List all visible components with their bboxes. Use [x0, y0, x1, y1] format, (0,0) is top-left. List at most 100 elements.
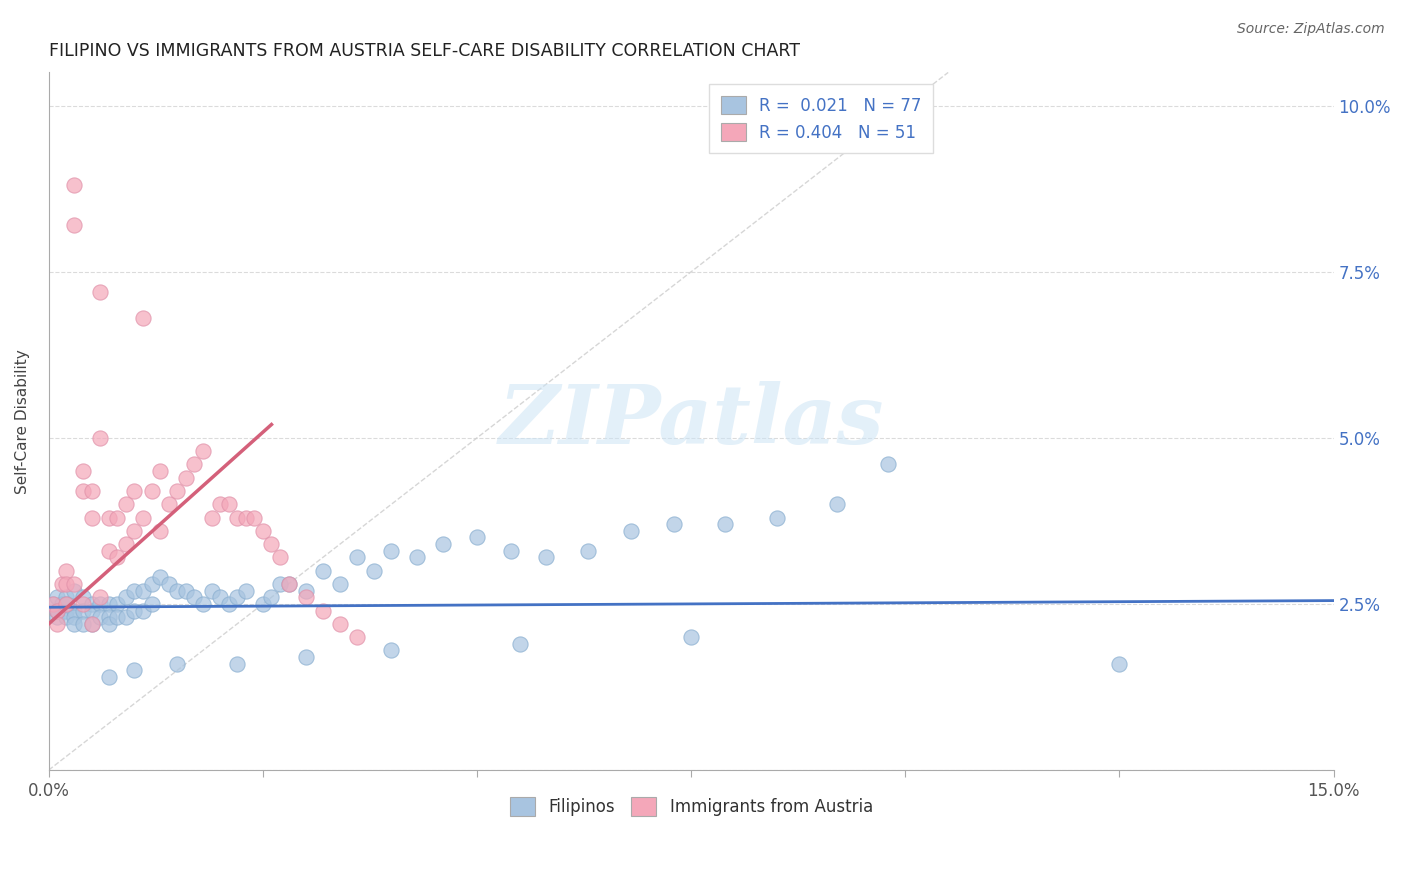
- Point: [226, 657, 249, 671]
- Point: [46, 603, 69, 617]
- Point: [346, 550, 368, 565]
- Point: [55, 591, 77, 605]
- Point: [174, 471, 197, 485]
- Point: [260, 591, 283, 605]
- Point: [46, 591, 69, 605]
- Text: Source: ZipAtlas.com: Source: ZipAtlas.com: [1237, 22, 1385, 37]
- Y-axis label: Self-Care Disability: Self-Care Disability: [15, 349, 30, 493]
- Point: [406, 550, 429, 565]
- Point: [157, 497, 180, 511]
- Point: [1108, 657, 1130, 671]
- Point: [55, 597, 77, 611]
- Point: [51, 577, 73, 591]
- Point: [766, 510, 789, 524]
- Point: [105, 610, 128, 624]
- Point: [312, 603, 335, 617]
- Point: [166, 657, 188, 671]
- Point: [346, 630, 368, 644]
- Point: [149, 524, 172, 538]
- Point: [80, 597, 103, 611]
- Point: [72, 483, 94, 498]
- Point: [89, 591, 111, 605]
- Point: [124, 483, 146, 498]
- Point: [149, 464, 172, 478]
- Point: [124, 583, 146, 598]
- Point: [576, 543, 599, 558]
- Point: [218, 497, 240, 511]
- Point: [218, 597, 240, 611]
- Point: [226, 510, 249, 524]
- Point: [714, 517, 737, 532]
- Point: [432, 537, 454, 551]
- Point: [63, 583, 86, 598]
- Point: [89, 610, 111, 624]
- Point: [42, 597, 65, 611]
- Point: [63, 178, 86, 193]
- Point: [42, 597, 65, 611]
- Point: [97, 670, 120, 684]
- Point: [243, 510, 266, 524]
- Point: [534, 550, 557, 565]
- Point: [97, 597, 120, 611]
- Point: [97, 543, 120, 558]
- Point: [89, 597, 111, 611]
- Point: [825, 497, 848, 511]
- Point: [97, 510, 120, 524]
- Point: [89, 431, 111, 445]
- Point: [55, 597, 77, 611]
- Point: [149, 570, 172, 584]
- Point: [363, 564, 385, 578]
- Point: [269, 577, 291, 591]
- Point: [124, 524, 146, 538]
- Point: [51, 597, 73, 611]
- Text: ZIPatlas: ZIPatlas: [499, 381, 884, 461]
- Point: [277, 577, 299, 591]
- Point: [89, 285, 111, 299]
- Point: [294, 591, 316, 605]
- Point: [294, 583, 316, 598]
- Point: [105, 550, 128, 565]
- Point: [329, 577, 352, 591]
- Point: [115, 497, 138, 511]
- Point: [269, 550, 291, 565]
- Point: [200, 510, 222, 524]
- Point: [166, 583, 188, 598]
- Point: [380, 643, 402, 657]
- Point: [509, 637, 531, 651]
- Point: [115, 591, 138, 605]
- Point: [191, 444, 214, 458]
- Point: [80, 603, 103, 617]
- Point: [80, 616, 103, 631]
- Point: [72, 464, 94, 478]
- Point: [141, 483, 163, 498]
- Point: [209, 591, 232, 605]
- Point: [132, 311, 155, 326]
- Point: [63, 577, 86, 591]
- Point: [97, 616, 120, 631]
- Point: [55, 577, 77, 591]
- Point: [97, 610, 120, 624]
- Point: [105, 597, 128, 611]
- Point: [46, 603, 69, 617]
- Point: [55, 603, 77, 617]
- Point: [662, 517, 685, 532]
- Point: [72, 603, 94, 617]
- Point: [115, 537, 138, 551]
- Point: [166, 483, 188, 498]
- Point: [132, 510, 155, 524]
- Point: [141, 577, 163, 591]
- Point: [877, 458, 900, 472]
- Point: [465, 531, 488, 545]
- Point: [277, 577, 299, 591]
- Point: [260, 537, 283, 551]
- Point: [63, 610, 86, 624]
- Point: [63, 603, 86, 617]
- Point: [80, 510, 103, 524]
- Point: [63, 616, 86, 631]
- Point: [312, 564, 335, 578]
- Point: [46, 603, 69, 617]
- Point: [80, 483, 103, 498]
- Point: [252, 524, 274, 538]
- Point: [209, 497, 232, 511]
- Point: [226, 591, 249, 605]
